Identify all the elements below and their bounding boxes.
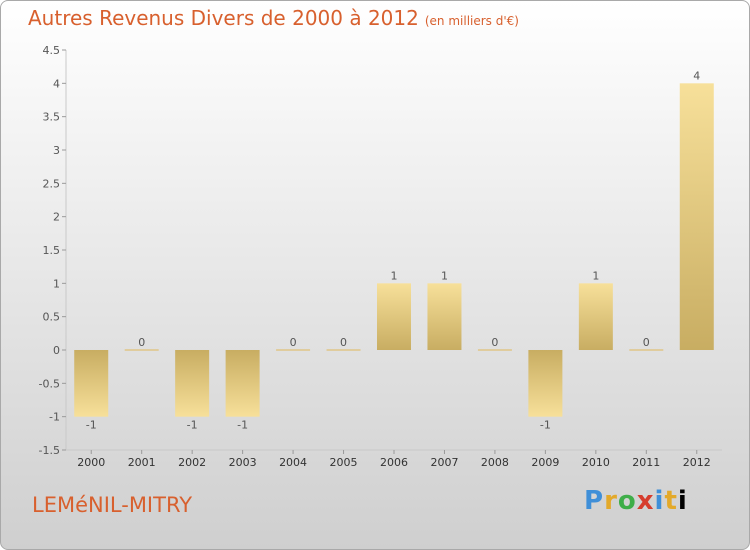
y-tick-label: 2: [53, 211, 60, 224]
bar: [578, 283, 613, 350]
x-tick-label: 2011: [632, 456, 660, 469]
bar: [225, 350, 260, 417]
y-tick-label: 3.5: [43, 111, 61, 124]
data-label: 0: [643, 336, 650, 349]
x-tick-label: 2000: [77, 456, 105, 469]
data-label: 0: [340, 336, 347, 349]
logo-letter: r: [604, 486, 618, 516]
bar: [528, 350, 563, 417]
data-label: 0: [290, 336, 297, 349]
logo-letter: o: [617, 486, 637, 516]
data-label: -1: [237, 419, 248, 432]
data-label: 4: [693, 69, 700, 82]
y-tick-label: -1.5: [39, 444, 60, 457]
data-label: 0: [138, 336, 145, 349]
logo-letter: t: [664, 486, 678, 516]
x-tick-label: 2012: [683, 456, 711, 469]
y-tick-label: 1.5: [43, 244, 61, 257]
y-tick-label: -1: [49, 411, 60, 424]
data-label: -1: [187, 419, 198, 432]
data-label: 1: [592, 269, 599, 282]
data-label: 0: [491, 336, 498, 349]
chart-title: Autres Revenus Divers de 2000 à 2012 (en …: [28, 6, 519, 30]
y-tick-label: 1: [53, 277, 60, 290]
x-tick-label: 2006: [380, 456, 408, 469]
logo-letter: x: [636, 486, 655, 516]
data-label: 1: [441, 269, 448, 282]
data-label: -1: [86, 419, 97, 432]
data-label: 1: [391, 269, 398, 282]
x-tick-label: 2001: [128, 456, 156, 469]
bar: [377, 283, 411, 350]
bar: [175, 350, 210, 417]
x-tick-label: 2008: [481, 456, 509, 469]
commune-name: LEMéNIL-MITRY: [32, 493, 193, 517]
bar: [679, 83, 714, 350]
bar: [427, 283, 462, 350]
unit-label: (en milliers d'€): [424, 14, 519, 28]
x-tick-label: 2002: [178, 456, 206, 469]
logo-letter: i: [677, 486, 688, 516]
y-tick-label: 0: [53, 344, 60, 357]
logo-letter: P: [584, 486, 605, 516]
bar: [74, 350, 109, 417]
y-tick-label: 0.5: [43, 311, 61, 324]
x-tick-label: 2010: [582, 456, 610, 469]
y-tick-label: 4.5: [43, 44, 61, 57]
y-tick-label: 4: [53, 77, 60, 90]
logo-letter: i: [654, 486, 665, 516]
y-tick-label: 2.5: [43, 177, 61, 190]
title-text: Autres Revenus Divers de 2000 à 2012: [28, 6, 419, 30]
x-tick-label: 2005: [330, 456, 358, 469]
y-tick-label: 3: [53, 144, 60, 157]
x-tick-label: 2007: [430, 456, 458, 469]
x-tick-label: 2003: [229, 456, 257, 469]
x-tick-label: 2009: [531, 456, 559, 469]
y-tick-label: -0.5: [39, 377, 60, 390]
x-tick-label: 2004: [279, 456, 307, 469]
proxiti-logo: Proxiti: [584, 486, 688, 516]
data-label: -1: [540, 419, 551, 432]
